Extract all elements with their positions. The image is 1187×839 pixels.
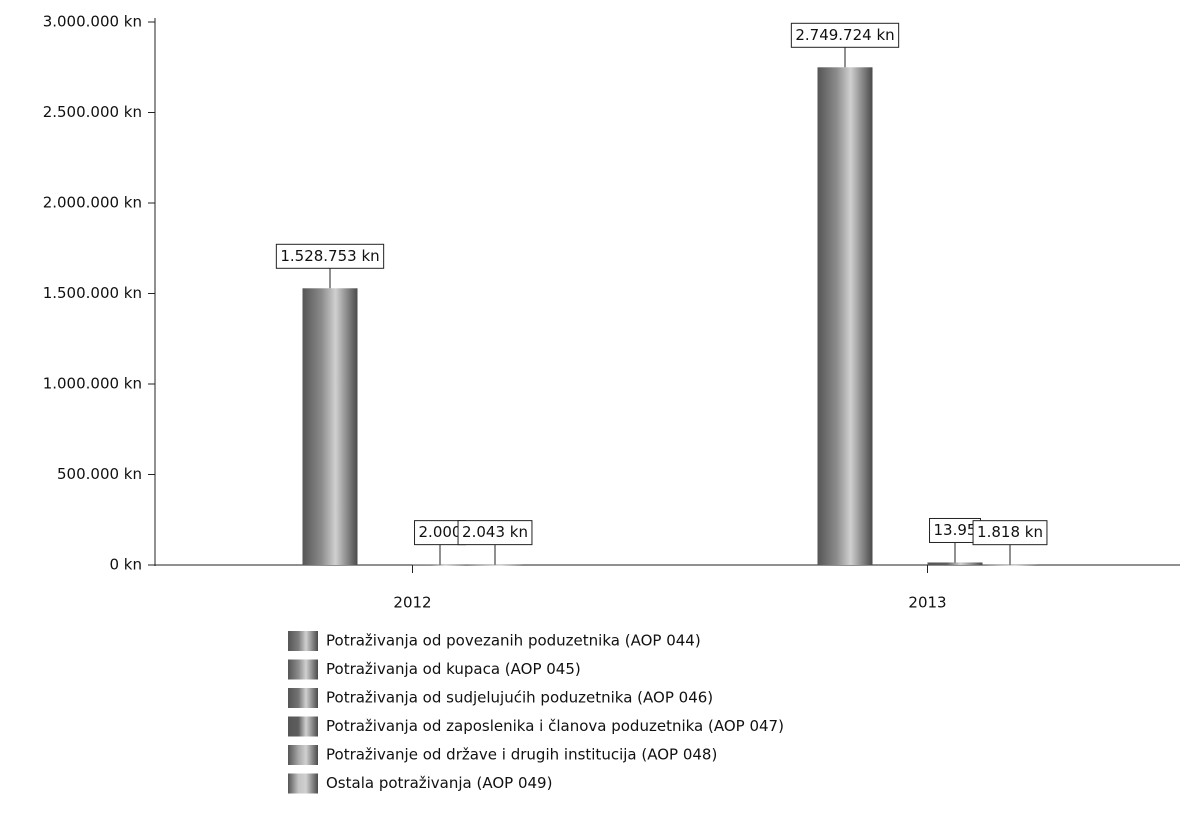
y-tick-label: 500.000 kn xyxy=(57,465,142,483)
bar xyxy=(467,564,523,566)
y-tick-label: 3.000.000 kn xyxy=(43,13,142,31)
value-label-box xyxy=(790,22,900,48)
y-tick-label: 1.000.000 kn xyxy=(43,375,142,393)
legend-label: Potraživanja od kupaca (AOP 045) xyxy=(326,660,581,678)
value-label-text: 2.043 kn xyxy=(462,523,528,541)
x-tick-label: 2012 xyxy=(393,594,431,612)
y-tick-label: 0 kn xyxy=(109,556,142,574)
value-label: 1.528.753 kn xyxy=(275,243,385,269)
value-label: 13.95 xyxy=(929,517,981,543)
legend-label: Potraživanja od zaposlenika i članova po… xyxy=(326,717,784,735)
bar xyxy=(982,564,1038,566)
legend-swatch xyxy=(288,688,318,708)
legend-swatch xyxy=(288,716,318,737)
value-label-text: 2.000 xyxy=(419,523,462,541)
value-label-box xyxy=(929,517,981,543)
value-label-box xyxy=(414,520,466,546)
value-label-box xyxy=(457,520,533,546)
bar xyxy=(817,67,873,565)
bar xyxy=(927,562,983,565)
legend-swatch xyxy=(288,745,318,765)
y-tick-label: 2.500.000 kn xyxy=(43,103,142,121)
legend-swatch xyxy=(288,631,318,651)
value-label-text: 1.818 kn xyxy=(977,523,1043,541)
bar xyxy=(412,564,468,566)
value-label-text: 1.528.753 kn xyxy=(280,247,379,265)
value-label-text: 2.749.724 kn xyxy=(795,26,894,44)
legend-label: Potraživanja od povezanih poduzetnika (A… xyxy=(326,632,701,650)
legend-label: Potraživanja od sudjelujućih poduzetnika… xyxy=(326,689,713,707)
value-label: 2.749.724 kn xyxy=(790,22,900,48)
value-label: 2.043 kn xyxy=(457,520,533,546)
x-tick-label: 2013 xyxy=(908,594,946,612)
value-label: 1.818 kn xyxy=(972,520,1048,546)
legend-swatch xyxy=(288,773,318,794)
value-label-box xyxy=(275,243,385,269)
legend-swatch xyxy=(288,659,318,680)
legend-label: Ostala potraživanja (AOP 049) xyxy=(326,774,552,792)
value-label-text: 13.95 xyxy=(934,521,977,539)
y-tick-label: 2.000.000 kn xyxy=(43,194,142,212)
value-label-box xyxy=(972,520,1048,546)
legend-label: Potraživanje od države i drugih instituc… xyxy=(326,746,717,764)
bar xyxy=(302,288,358,565)
value-label: 2.000 xyxy=(414,520,466,546)
y-tick-label: 1.500.000 kn xyxy=(43,284,142,302)
